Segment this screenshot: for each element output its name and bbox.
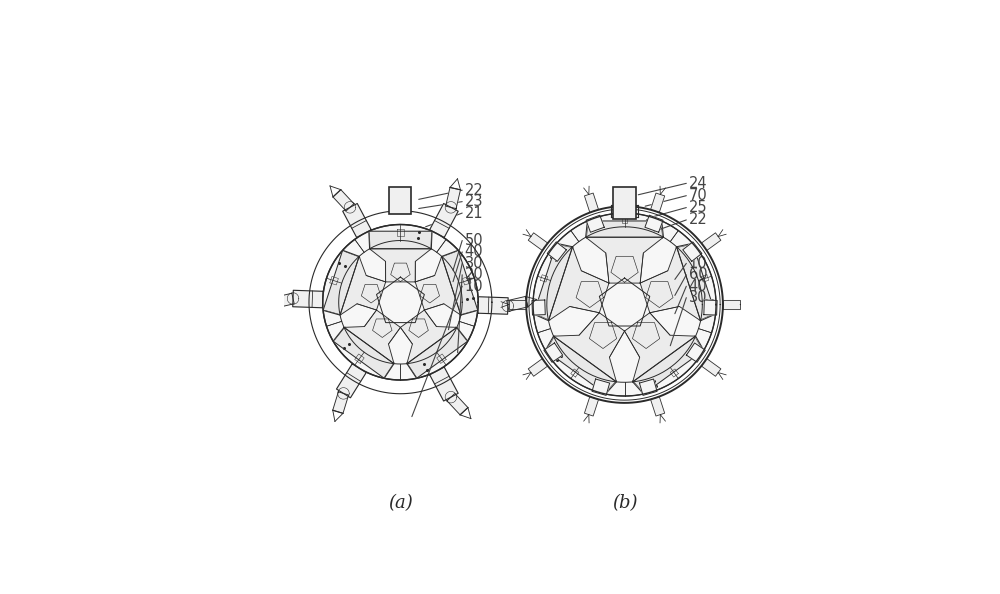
Text: 23: 23 (464, 194, 483, 209)
Polygon shape (586, 237, 663, 283)
Polygon shape (677, 244, 716, 321)
Text: 20: 20 (464, 267, 483, 282)
Polygon shape (430, 204, 458, 238)
Polygon shape (651, 397, 665, 416)
Bar (389, 187, 411, 214)
Text: 70: 70 (689, 188, 707, 203)
Polygon shape (533, 213, 716, 396)
Polygon shape (651, 193, 665, 213)
Text: 24: 24 (689, 176, 707, 191)
Polygon shape (430, 367, 458, 401)
Text: 22: 22 (689, 213, 707, 228)
Polygon shape (723, 300, 740, 309)
Polygon shape (584, 193, 599, 213)
Polygon shape (625, 313, 696, 382)
Polygon shape (586, 221, 663, 237)
Polygon shape (337, 364, 366, 398)
Text: 25: 25 (689, 200, 707, 215)
Polygon shape (333, 327, 394, 378)
Polygon shape (478, 297, 508, 314)
Text: (a): (a) (388, 494, 413, 513)
Polygon shape (640, 247, 701, 321)
Polygon shape (532, 300, 545, 315)
Polygon shape (400, 310, 457, 364)
Polygon shape (333, 189, 354, 211)
Text: 40: 40 (464, 245, 483, 260)
Polygon shape (446, 188, 460, 208)
Text: 50: 50 (464, 233, 483, 248)
Polygon shape (407, 327, 468, 378)
Polygon shape (701, 233, 721, 251)
Polygon shape (592, 379, 610, 396)
Text: 30: 30 (464, 256, 483, 271)
Polygon shape (369, 231, 432, 249)
Polygon shape (547, 242, 566, 261)
Text: (b): (b) (612, 494, 637, 513)
Polygon shape (528, 233, 548, 251)
Polygon shape (645, 215, 663, 232)
Polygon shape (549, 247, 609, 321)
Polygon shape (509, 300, 526, 309)
Polygon shape (554, 313, 625, 382)
Polygon shape (534, 244, 573, 321)
Text: 60: 60 (689, 267, 707, 282)
Polygon shape (343, 204, 371, 238)
Polygon shape (586, 215, 604, 232)
Polygon shape (273, 293, 294, 308)
Polygon shape (544, 343, 563, 362)
Polygon shape (584, 397, 599, 416)
Polygon shape (683, 242, 702, 261)
Polygon shape (340, 257, 386, 315)
Text: 30: 30 (689, 290, 707, 305)
Text: 22: 22 (464, 183, 483, 198)
Polygon shape (293, 290, 323, 308)
Polygon shape (415, 257, 461, 315)
Polygon shape (545, 336, 616, 394)
Polygon shape (323, 250, 359, 315)
Polygon shape (528, 359, 548, 376)
Bar (613, 188, 636, 219)
Polygon shape (507, 296, 528, 311)
Text: 10: 10 (464, 279, 483, 294)
Polygon shape (633, 336, 704, 394)
Text: 21: 21 (464, 206, 483, 220)
Polygon shape (344, 310, 400, 364)
Polygon shape (704, 300, 717, 315)
Polygon shape (370, 249, 431, 282)
Polygon shape (447, 393, 468, 415)
Polygon shape (686, 343, 705, 362)
Text: 40: 40 (689, 279, 707, 294)
Polygon shape (639, 379, 657, 396)
Polygon shape (442, 250, 478, 315)
Polygon shape (323, 225, 478, 380)
Polygon shape (701, 359, 721, 376)
Text: 10: 10 (689, 256, 707, 271)
Polygon shape (333, 392, 349, 413)
